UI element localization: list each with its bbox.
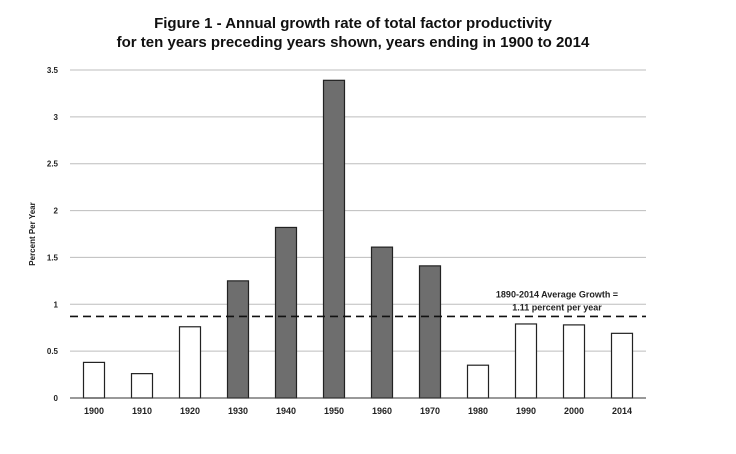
bar-1980 <box>466 364 490 399</box>
x-tick-label: 1970 <box>420 406 440 416</box>
chart-title: Figure 1 - Annual growth rate of total f… <box>0 14 736 52</box>
bar-1950 <box>322 79 346 399</box>
x-tick-label: 1990 <box>516 406 536 416</box>
x-tick-label: 1910 <box>132 406 152 416</box>
reference-label-line-1: 1890-2014 Average Growth = <box>496 289 618 299</box>
y-axis-ticks: 0 0.5 1 1.5 2 2.5 3 3.5 <box>47 66 59 403</box>
bar-1930 <box>226 280 250 399</box>
y-tick-label: 3.5 <box>47 66 59 75</box>
x-tick-label: 2014 <box>612 406 632 416</box>
y-tick-label: 2 <box>54 207 59 216</box>
y-axis-label: Percent Per Year <box>28 202 37 265</box>
x-tick-label: 1900 <box>84 406 104 416</box>
y-tick-label: 0.5 <box>47 347 59 356</box>
bar-1990 <box>514 323 538 399</box>
y-tick-label: 1 <box>54 300 59 309</box>
bar-1970 <box>418 265 442 399</box>
x-tick-label: 1920 <box>180 406 200 416</box>
bar-1900 <box>82 361 106 399</box>
y-tick-label: 0 <box>54 394 59 403</box>
bar-2000 <box>562 324 586 399</box>
bar-1960 <box>370 246 394 399</box>
bar-1910 <box>130 373 154 399</box>
bar-2014 <box>610 332 634 399</box>
x-tick-label: 1980 <box>468 406 488 416</box>
chart-title-line-2: for ten years preceding years shown, yea… <box>116 34 590 51</box>
reference-label-line-2: 1.11 percent per year <box>512 302 602 312</box>
chart-title-line-1: Figure 1 - Annual growth rate of total f… <box>154 15 552 32</box>
y-tick-label: 3 <box>54 113 59 122</box>
x-tick-label: 1960 <box>372 406 392 416</box>
bar-1920 <box>178 326 202 399</box>
x-tick-label: 1930 <box>228 406 248 416</box>
x-tick-label: 2000 <box>564 406 584 416</box>
y-tick-label: 1.5 <box>47 253 59 262</box>
bar-1940 <box>274 226 298 399</box>
gridlines <box>70 69 646 352</box>
bars <box>82 79 634 399</box>
x-tick-label: 1950 <box>324 406 344 416</box>
x-tick-label: 1940 <box>276 406 296 416</box>
y-tick-label: 2.5 <box>47 160 59 169</box>
x-axis-ticks: 1900 1910 1920 1930 1940 1950 1960 1970 1980 1990… <box>84 406 632 416</box>
